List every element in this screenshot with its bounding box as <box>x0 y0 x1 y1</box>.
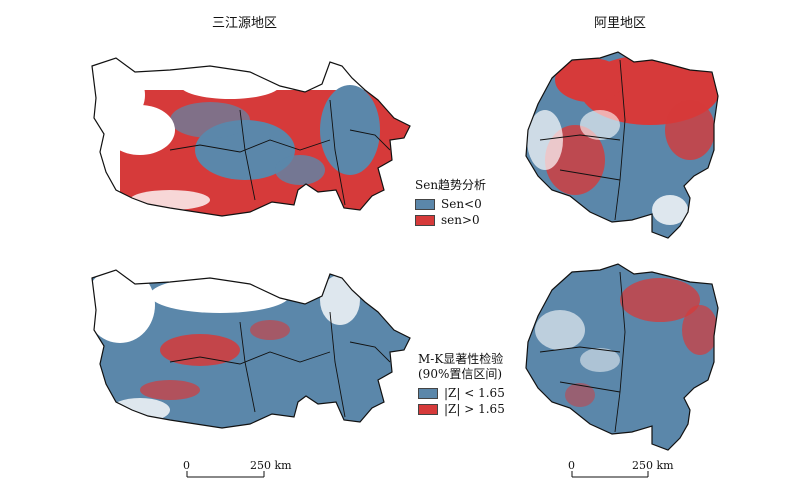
scalebar-left-zero: 0 <box>183 459 190 472</box>
sanjiangyuan-mk-map <box>91 269 411 429</box>
legend-item-sen-negative: Sen<0 <box>415 196 486 212</box>
legend-swatch-positive <box>415 214 435 226</box>
legend-mk-title: M-K显著性检验 <box>418 352 504 366</box>
legend-label-sen-positive: sen>0 <box>441 212 480 227</box>
legend-label-mk-significant: |Z| > 1.65 <box>444 401 505 416</box>
sanjiangyuan-sen-map <box>91 57 411 217</box>
legend-swatch-mk-red <box>418 403 438 415</box>
ali-sen-map <box>525 51 719 239</box>
legend-item-mk-significant: |Z| > 1.65 <box>418 401 505 417</box>
legend-sen: Sen趋势分析 Sen<0 sen>0 <box>415 178 486 228</box>
legend-item-mk-insignificant: |Z| < 1.65 <box>418 385 505 401</box>
legend-swatch-negative <box>415 198 435 210</box>
legend-mk-subtitle: (90%置信区间) <box>418 367 503 381</box>
legend-sen-title: Sen趋势分析 <box>415 178 487 192</box>
scalebar-left-graphic <box>186 471 265 478</box>
ali-mk-map <box>525 263 719 451</box>
legend-label-mk-insignificant: |Z| < 1.65 <box>444 385 505 400</box>
legend-swatch-mk-blue <box>418 387 438 399</box>
scalebar-right-end: 250 km <box>632 459 674 472</box>
scalebar-right-zero: 0 <box>568 459 575 472</box>
legend-label-sen-negative: Sen<0 <box>441 196 482 211</box>
scalebar-left-end: 250 km <box>250 459 292 472</box>
scalebar-right-graphic <box>571 471 649 478</box>
sanjiangyuan-title: 三江源地区 <box>212 16 278 31</box>
ali-title: 阿里地区 <box>594 16 647 31</box>
legend-item-sen-positive: sen>0 <box>415 212 486 228</box>
legend-mk: M-K显著性检验 (90%置信区间) |Z| < 1.65 |Z| > 1.65 <box>418 352 505 417</box>
